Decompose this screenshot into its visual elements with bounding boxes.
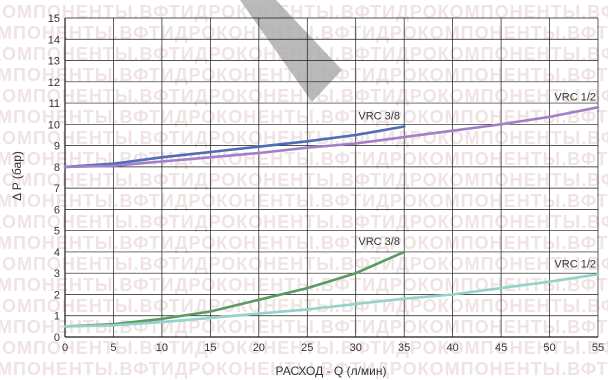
x-tick-label: 45 (495, 342, 507, 354)
watermark-text: КОМПОНЕНТЫ.ВФТИДРОКОНЕНТЫ.ВФТИДРОКОМПОНЕ… (0, 107, 608, 127)
watermark-text: КОМПОНЕНТЫ.ВФТИДРОКОНЕНТЫ.ВФТИДРОКОМПОНЕ… (0, 233, 608, 253)
x-axis-label: РАСХОД - Q (л/мин) (276, 364, 387, 378)
watermark-text: КОМПОНЕНТЫ.ВФТИДРОКОНЕНТЫ.ВФТИДРОКОМПОНЕ… (0, 191, 608, 211)
series-line-2 (63, 106, 600, 169)
x-tick-label: 40 (447, 342, 459, 354)
y-tick-label: 10 (48, 119, 60, 131)
y-tick-label: 11 (49, 98, 60, 110)
x-tick-label: 35 (398, 342, 410, 354)
series-label-1: VRC 3/8 (358, 110, 400, 122)
watermark-text: КОМПОНЕНТЫ.ВФТИДРОКОНЕНТЫ.ВФТИДРОКОМПОНЕ… (0, 170, 608, 190)
x-tick-label: 15 (204, 342, 216, 354)
x-tick-label: 0 (62, 342, 68, 354)
watermark-text: КОМПОНЕНТЫ.ВФТИДРОКОНЕНТЫ.ВФТИДРОКОМПОНЕ… (0, 275, 608, 295)
x-tick-label: 30 (350, 342, 362, 354)
watermark-text: КОМПОНЕНТЫ.ВФТИДРОКОНЕНТЫ.ВФТИДРОКОМПОНЕ… (0, 359, 608, 379)
watermark-text: КОМПОНЕНТЫ.ВФТИДРОКОНЕНТЫ.ВФТИДРОКОМПОНЕ… (0, 296, 608, 316)
x-tick-label: 10 (156, 342, 168, 354)
x-tick-label: 50 (543, 342, 555, 354)
y-tick-label: 1 (54, 311, 60, 323)
y-tick-label: 13 (48, 56, 60, 68)
y-tick-label: 6 (54, 204, 60, 216)
watermark-text: КОМПОНЕНТЫ.ВФТИДРОКОНЕНТЫ.ВФТИДРОКОМПОНЕ… (0, 212, 608, 232)
x-tick-label: 20 (253, 342, 265, 354)
series-label-2: VRC 1/2 (554, 91, 596, 103)
y-tick-label: 7 (54, 183, 60, 195)
tick-labels: 0 5 10 15 20 25 30 35 40 45 50 55012345678910111213… (48, 13, 604, 354)
x-tick-label: 25 (301, 342, 313, 354)
y-tick-label: 3 (54, 268, 60, 280)
y-tick-label: 15 (48, 13, 60, 25)
y-tick-label: 4 (54, 247, 60, 259)
series-line-3 (63, 250, 406, 328)
y-tick-label: 9 (54, 141, 60, 153)
watermark-text: КОМПОНЕНТЫ.ВФТИДРОКОНЕНТЫ.ВФТИДРОКОМПОНЕ… (0, 128, 608, 148)
y-tick-label: 12 (48, 77, 60, 89)
y-tick-label: 8 (54, 162, 60, 174)
y-tick-label: 5 (54, 226, 60, 238)
watermark-text: КОМПОНЕНТЫ.ВФТИДРОКОНЕНТЫ.ВФТИДРОКОМПОНЕ… (0, 254, 608, 274)
y-tick-label: 0 (54, 332, 60, 344)
series-label-4: VRC 1/2 (554, 258, 596, 270)
series-line-1 (63, 125, 406, 169)
series-layer (63, 106, 600, 328)
y-tick-label: 14 (48, 34, 60, 46)
x-tick-label: 5 (110, 342, 116, 354)
grid (64, 17, 599, 338)
watermark-text: КОМПОНЕНТЫ.ВФТИДРОКОНЕНТЫ.ВФТИДРОКОМПОНЕ… (0, 149, 608, 169)
watermark-text: КОМПОНЕНТЫ.ВФТИДРОКОНЕНТЫ.ВФТИДРОКОМПОНЕ… (0, 338, 608, 358)
y-axis-label: Δ P (бар) (10, 151, 24, 201)
y-tick-label: 2 (54, 289, 60, 301)
watermark-text: КОМПОНЕНТЫ.ВФТИДРОКОНЕНТЫ.ВФТИДРОКОМПОНЕ… (0, 86, 608, 106)
series-label-3: VRC 3/8 (358, 236, 400, 248)
x-tick-label: 55 (592, 342, 604, 354)
series-line-4 (63, 272, 600, 328)
decorative-band (240, 0, 342, 102)
series-labels: VRC 3/8 VRC 1/2 VRC 3/8 VRC 1/2 (358, 91, 596, 270)
watermark-text: КОМПОНЕНТЫ.ВФТИДРОКОНЕНТЫ.ВФТИДРОКОМПОНЕ… (0, 2, 608, 22)
